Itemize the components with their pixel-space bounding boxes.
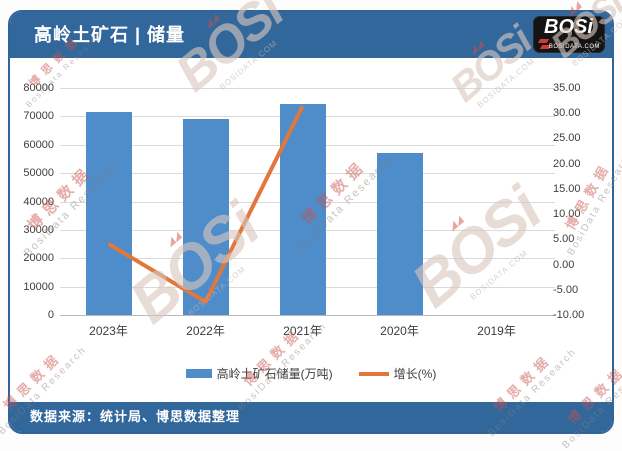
x-axis-label: 2019年 xyxy=(477,324,516,338)
right-axis-tick: -10.00 xyxy=(553,309,585,321)
gridline xyxy=(60,88,555,89)
left-axis-tick: 50000 xyxy=(23,167,54,180)
left-axis-tick: 70000 xyxy=(23,110,54,123)
left-axis-tick: 30000 xyxy=(23,223,54,236)
right-axis-tick: -5.00 xyxy=(553,283,579,296)
legend-label: 增长(%) xyxy=(393,367,437,381)
legend-line-swatch xyxy=(358,371,389,376)
right-axis-tick: 35.00 xyxy=(553,82,581,94)
right-axis-tick: 15.00 xyxy=(553,182,581,195)
bar-2020年 xyxy=(376,153,423,315)
x-axis-label: 2022年 xyxy=(186,324,225,338)
legend-item: 高岭土矿石储量(万吨) xyxy=(185,365,333,382)
right-axis-tick: 10.00 xyxy=(553,208,581,221)
right-axis-tick: 20.00 xyxy=(553,157,581,170)
left-axis-tick: 80000 xyxy=(23,82,54,94)
chart-legend: 高岭土矿石储量(万吨) 增长(%) xyxy=(10,365,612,382)
legend-label: 高岭土矿石储量(万吨) xyxy=(216,367,333,381)
page-title: 高岭土矿石 | 储量 xyxy=(34,25,186,45)
chart-plot-area: 0 10000 20000 30000 40000 50000 60000 70000 8000… xyxy=(10,12,612,432)
bar-2023年 xyxy=(85,112,132,315)
x-axis-label: 2023年 xyxy=(89,324,128,338)
x-axis-line xyxy=(60,315,555,316)
bosi-logo-text: BOSi xyxy=(544,16,593,38)
x-axis-label: 2020年 xyxy=(380,324,419,338)
chart-card: 高岭土矿石 | 储量 BOSi BOSIDATA.COM 0 10000 20000… xyxy=(8,10,614,434)
legend-item: 增长(%) xyxy=(358,365,437,382)
right-axis-tick: 5.00 xyxy=(553,233,575,246)
left-axis-tick: 60000 xyxy=(23,138,54,151)
bar-2021年 xyxy=(279,103,326,315)
left-axis-tick: 10000 xyxy=(23,280,54,293)
bosi-logo-domain: BOSIDATA.COM xyxy=(548,44,600,50)
right-axis-tick: 0.00 xyxy=(553,258,575,271)
right-axis-tick: 25.00 xyxy=(553,132,581,145)
bosi-logo: BOSi BOSIDATA.COM xyxy=(533,16,605,53)
legend-bar-swatch xyxy=(185,369,212,378)
left-axis-tick: 20000 xyxy=(23,252,54,265)
footer-bar: 数据来源：统计局、博思数据整理 xyxy=(10,402,612,432)
header-bar: 高岭土矿石 | 储量 BOSi BOSIDATA.COM xyxy=(10,12,612,58)
left-axis-tick: 0 xyxy=(47,309,54,321)
right-axis-tick: 30.00 xyxy=(553,107,581,120)
x-axis-label: 2021年 xyxy=(283,324,322,338)
data-source-note: 数据来源：统计局、博思数据整理 xyxy=(30,409,241,424)
left-axis-tick: 40000 xyxy=(23,195,54,208)
bar-2022年 xyxy=(182,119,229,315)
